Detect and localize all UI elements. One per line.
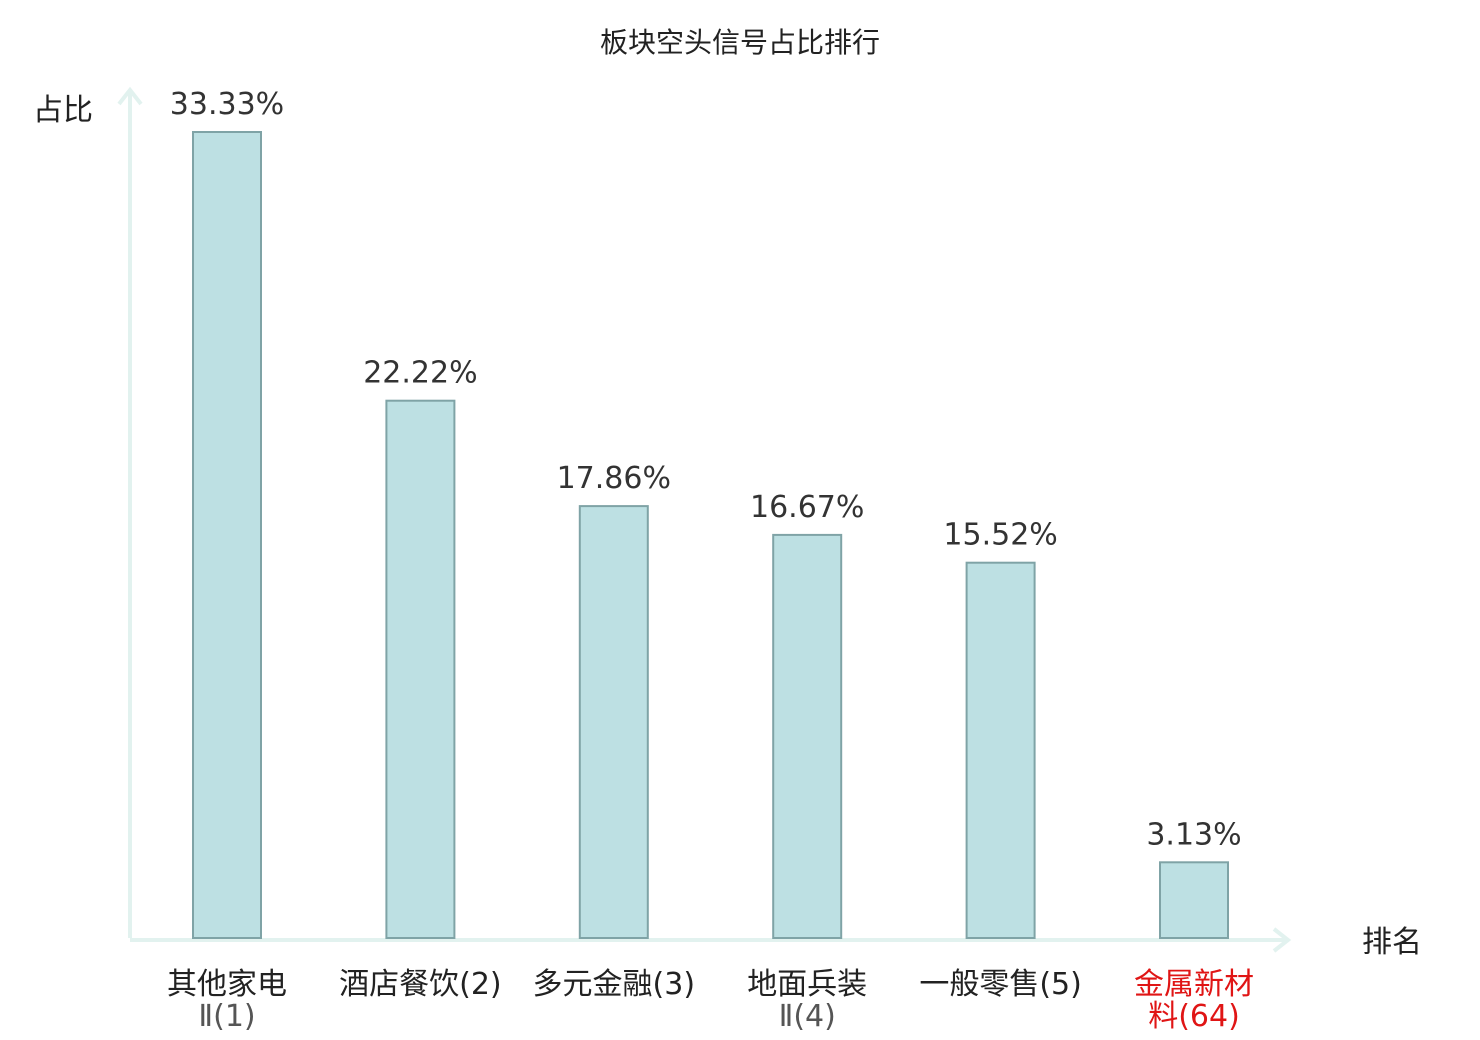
category-label-line2: Ⅱ(4)	[779, 999, 836, 1034]
bar	[385, 399, 456, 939]
bar	[192, 131, 262, 939]
bar	[1159, 861, 1229, 939]
category-label-line2: 料(64)	[1148, 999, 1240, 1034]
category-label: 酒店餐饮(2)	[339, 967, 502, 1002]
axes	[117, 86, 1292, 953]
bar-value-label: 33.33%	[170, 87, 284, 122]
bar-value-label: 3.13%	[1146, 817, 1241, 852]
bar-value-label: 22.22%	[363, 356, 477, 391]
category-label: 多元金融(3)	[533, 967, 696, 1002]
x-axis-title: 排名	[1362, 925, 1422, 960]
category-label: 一般零售(5)	[919, 967, 1082, 1002]
bar-value-label: 17.86%	[557, 461, 671, 496]
category-label-line2: Ⅱ(1)	[198, 999, 255, 1034]
y-axis-title: 占比	[33, 93, 93, 128]
bar-value-label: 15.52%	[943, 518, 1057, 553]
x-axis-arrowhead	[1272, 927, 1292, 953]
value-labels-group: 33.33% 22.22% 17.86% 16.67% 15.52% 3.13%	[170, 87, 1242, 852]
category-label: 金属新材	[1134, 967, 1254, 1002]
bar	[578, 505, 649, 939]
chart-title: 板块空头信号占比排行	[600, 26, 880, 59]
y-axis-arrowhead	[117, 86, 143, 106]
category-label: 其他家电	[167, 967, 287, 1002]
bar	[772, 533, 843, 940]
bar	[965, 561, 1036, 939]
category-label: 地面兵装	[747, 967, 867, 1002]
bar-value-label: 16.67%	[750, 490, 864, 525]
bars-group	[192, 131, 1229, 940]
